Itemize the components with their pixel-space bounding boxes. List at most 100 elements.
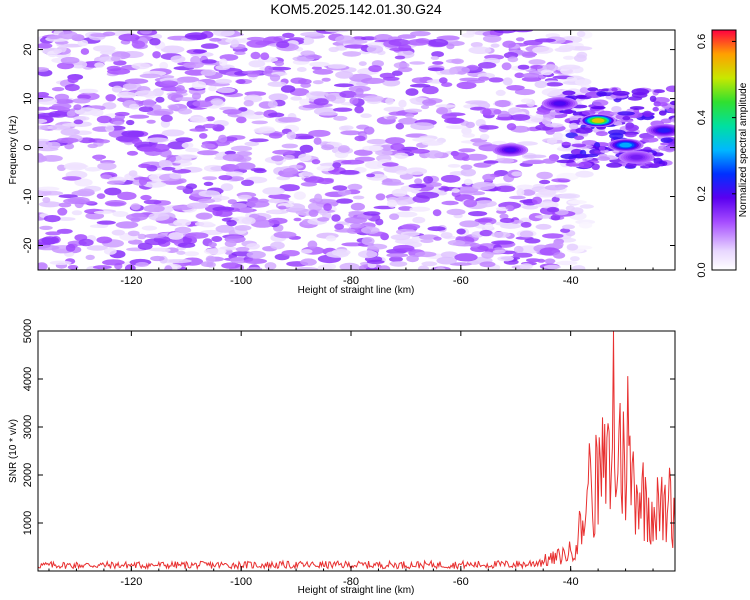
spectrogram-cell — [63, 162, 87, 171]
spectrogram-cell — [251, 120, 268, 125]
spectrogram-cell — [241, 217, 256, 225]
y-tick-label: 0 — [22, 144, 34, 150]
spectrogram-cell — [631, 88, 650, 96]
spectrogram-cell — [326, 250, 349, 258]
spectrogram-cell — [375, 218, 384, 226]
spectrogram-cell — [300, 249, 313, 254]
spectrogram-cell — [38, 244, 60, 251]
y-tick-label: 4000 — [22, 367, 34, 391]
spectrogram-cell — [519, 263, 533, 270]
spectrogram-cell — [490, 43, 500, 48]
spectrogram-cell — [446, 208, 466, 216]
spectrogram-cell — [390, 143, 405, 151]
spectrogram-cell — [494, 100, 511, 108]
spectrogram-cell — [274, 60, 285, 67]
spectrogram-cell — [493, 30, 517, 34]
colorbar-tick-label: 0.0 — [696, 262, 708, 277]
spectrogram-cell — [104, 200, 127, 207]
spectrogram-cell — [92, 45, 116, 52]
spectrogram-cell — [254, 111, 265, 116]
spectrogram-cell — [246, 267, 263, 270]
spectrogram-cell — [56, 62, 75, 70]
spectrogram-hotspot — [591, 118, 605, 123]
spectrogram-cell — [107, 68, 131, 75]
spectrogram-cell — [38, 140, 53, 149]
spectrogram-cell — [651, 152, 664, 157]
spectrogram-cell — [143, 199, 162, 205]
spectrogram-cell — [318, 209, 328, 216]
spectrogram-cell — [522, 205, 539, 210]
spectrogram-cell — [230, 39, 239, 48]
spectrogram-cell — [341, 159, 365, 165]
spectrogram-cell — [170, 55, 186, 63]
spectrogram-cell — [105, 125, 115, 133]
spectrogram-cell — [110, 56, 121, 62]
spectrogram-cell — [449, 262, 472, 266]
colorbar-ticks: 0.0 0.2 0.4 0.6 — [696, 34, 736, 278]
spectrogram-cell — [528, 59, 546, 65]
spectrogram-cell — [43, 215, 61, 223]
spectrogram-cell — [451, 58, 464, 65]
spectrogram-cell — [344, 44, 368, 49]
spectrogram-cell — [40, 155, 63, 162]
spectrogram-cell — [246, 39, 269, 48]
spectrogram-cell — [545, 123, 564, 128]
spectrogram-cell — [334, 223, 344, 230]
spectrogram-cell — [514, 72, 525, 79]
spectrogram-cell — [512, 30, 534, 33]
spectrogram-cell — [150, 143, 170, 153]
spectrogram-cell — [235, 162, 256, 170]
spectrogram-cell — [534, 214, 555, 219]
x-tick-label: -60 — [453, 576, 469, 588]
spectrogram-cell — [546, 206, 560, 213]
spectrogram-cell — [300, 31, 324, 37]
spectrogram-cell — [488, 77, 504, 83]
y-tick-label: 1000 — [22, 511, 34, 535]
spectrogram-cell — [305, 54, 322, 60]
spectrogram-cell — [41, 236, 59, 245]
spectrogram-cell — [392, 244, 415, 252]
spectrogram-cell — [535, 223, 552, 230]
spectrogram-cell — [552, 132, 563, 140]
spectrogram-cell — [269, 74, 281, 82]
spectrogram-cell — [348, 210, 363, 215]
spectrogram-cell — [300, 258, 317, 266]
spectrogram-cell — [317, 178, 334, 185]
spectrogram-cell — [65, 244, 76, 252]
spectrogram-cell — [477, 62, 497, 69]
spectrogram-cell — [531, 196, 543, 205]
spectrogram-cell — [381, 162, 399, 167]
spectrogram-cell — [424, 150, 443, 159]
spectrogram-cell — [293, 217, 302, 222]
spectrogram-cell — [562, 224, 575, 230]
spectrogram-cell — [381, 181, 405, 186]
spectrogram-cell — [176, 185, 186, 190]
spectrogram-cell — [499, 218, 515, 223]
spectrogram-hotspot — [657, 128, 671, 133]
spectrogram-cell — [113, 60, 127, 66]
spectrogram-cell — [297, 135, 315, 140]
spectrogram-cell — [512, 252, 533, 258]
spectrogram-cell — [326, 94, 337, 102]
spectrogram-cell — [126, 150, 139, 156]
spectrogram-cell — [94, 154, 104, 162]
spectrogram-cell — [104, 187, 122, 196]
spectrogram-cell — [617, 111, 635, 116]
spectrogram-cell — [112, 211, 129, 217]
x-tick-label: -80 — [343, 576, 359, 588]
spectrogram-cell — [598, 92, 615, 97]
spectrogram-cell — [174, 226, 192, 234]
spectrogram-cell — [54, 93, 70, 101]
spectrogram-hotspot — [630, 155, 643, 160]
spectrogram-cell — [410, 122, 435, 130]
y-tick-label: 2000 — [22, 463, 34, 487]
spectrogram-cell — [89, 224, 108, 228]
spectrogram-cell — [56, 137, 79, 144]
spectrogram-cell — [215, 78, 232, 84]
colorbar-label: Normalized spectral amplitude — [738, 82, 749, 217]
spectrogram-cell — [244, 141, 259, 147]
spectrogram-cell — [465, 100, 488, 105]
spectrogram-cell — [385, 137, 406, 145]
spectrogram-cell — [281, 250, 300, 257]
spectrogram-cell — [339, 90, 357, 99]
